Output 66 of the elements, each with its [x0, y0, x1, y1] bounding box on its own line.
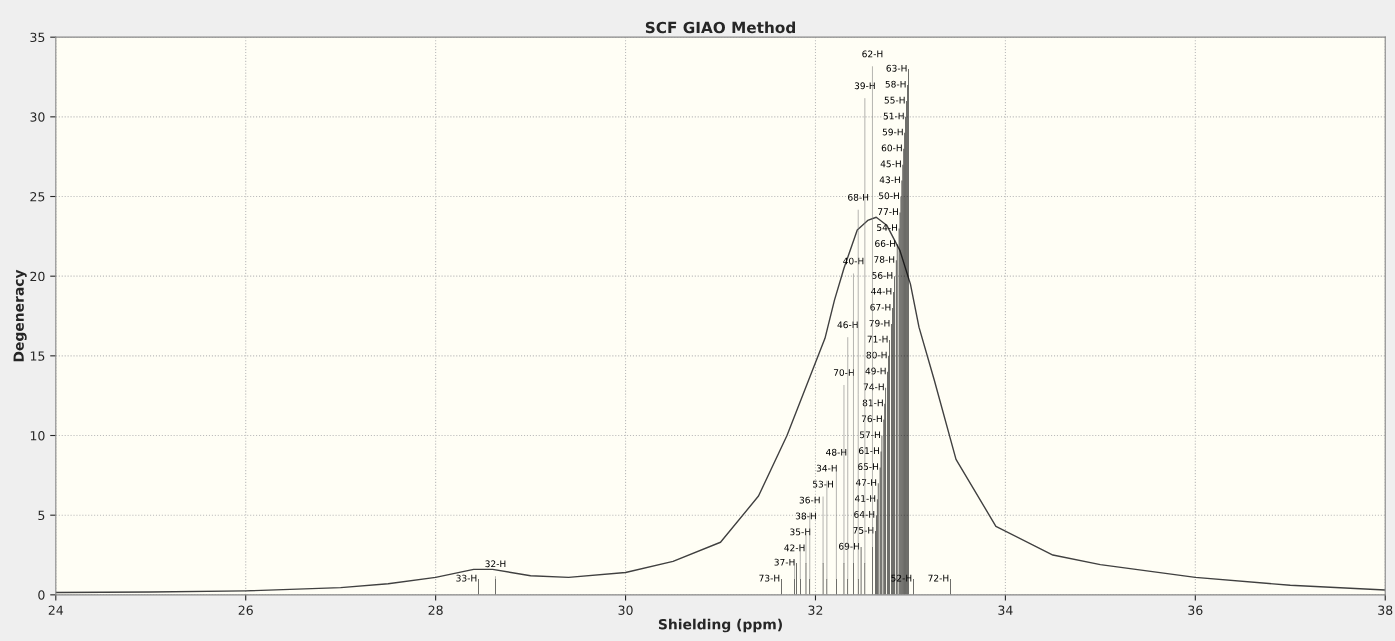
- annotation: 78-H: [874, 256, 895, 263]
- y-axis-title: Degeneracy: [13, 269, 27, 362]
- annotation: 77-H: [878, 208, 898, 215]
- annotation: 66-H: [875, 240, 896, 247]
- x-tick-label: 36: [1188, 605, 1203, 615]
- annotation: 32-H: [485, 560, 506, 568]
- annotation: 47-H: [855, 479, 877, 486]
- annotation: 53-H: [813, 480, 833, 488]
- annotation: 44-H: [871, 288, 892, 295]
- annotation: 48-H: [826, 448, 847, 456]
- x-tick-label: 38: [1378, 605, 1393, 615]
- annotation: 64-H: [854, 510, 875, 518]
- x-tick-label: 26: [238, 605, 253, 615]
- annotation: 46-H: [837, 321, 858, 329]
- y-tick-label: 5: [38, 510, 45, 521]
- y-tick-label: 20: [30, 271, 45, 282]
- x-tick-label: 24: [48, 605, 64, 615]
- annotation: 43-H: [879, 176, 900, 184]
- annotation: 56-H: [872, 271, 893, 279]
- annotation: 74-H: [863, 383, 884, 391]
- annotation: 63-H: [886, 64, 907, 72]
- annotation: 69-H: [839, 542, 860, 550]
- annotation: 70-H: [833, 369, 854, 376]
- annotation: 59-H: [882, 128, 903, 136]
- annotation: 42-H: [784, 544, 805, 552]
- annotation: 72-H: [928, 574, 949, 582]
- x-axis-title: Shielding (ppm): [658, 618, 782, 633]
- annotation: 36-H: [799, 496, 820, 504]
- annotation: 38-H: [795, 512, 816, 520]
- annotation: 49-H: [865, 367, 886, 375]
- annotation: 80-H: [866, 351, 887, 359]
- annotation: 73-H: [759, 574, 780, 582]
- y-tick-label: 30: [30, 112, 45, 122]
- y-tick-label: 25: [30, 191, 45, 202]
- annotation: 39-H: [854, 82, 875, 90]
- x-tick-label: 32: [808, 605, 823, 615]
- annotation: 50-H: [878, 192, 899, 200]
- annotation: 51-H: [883, 112, 904, 120]
- y-tick-label: 10: [30, 430, 45, 441]
- annotation: 60-H: [881, 144, 902, 152]
- chart-title: SCF GIAO Method: [645, 21, 795, 34]
- annotation: 58-H: [885, 80, 906, 88]
- x-tick-label: 28: [428, 605, 443, 615]
- annotation: 75-H: [853, 527, 874, 534]
- annotation: 62-H: [862, 50, 883, 58]
- annotation: 55-H: [884, 96, 905, 104]
- y-tick-label: 35: [30, 32, 45, 43]
- annotation: 34-H: [816, 464, 837, 472]
- annotation: 35-H: [790, 528, 811, 536]
- annotation: 76-H: [861, 415, 882, 423]
- annotation: 68-H: [848, 193, 869, 201]
- annotation: 37-H: [774, 558, 795, 566]
- annotation: 67-H: [870, 303, 891, 311]
- y-tick-label: 15: [30, 351, 45, 361]
- annotation: 71-H: [867, 335, 888, 343]
- annotation: 61-H: [858, 447, 879, 455]
- x-tick-label: 30: [618, 605, 633, 615]
- x-tick-label: 34: [998, 605, 1013, 615]
- annotation: 65-H: [858, 463, 879, 470]
- annotation: 45-H: [880, 160, 901, 168]
- annotation: 41-H: [854, 495, 876, 502]
- annotation: 57-H: [859, 431, 880, 439]
- y-tick-label: 0: [38, 590, 45, 600]
- annotation: 33-H: [456, 574, 477, 582]
- annotation: 81-H: [862, 399, 883, 407]
- annotation: 79-H: [869, 319, 890, 327]
